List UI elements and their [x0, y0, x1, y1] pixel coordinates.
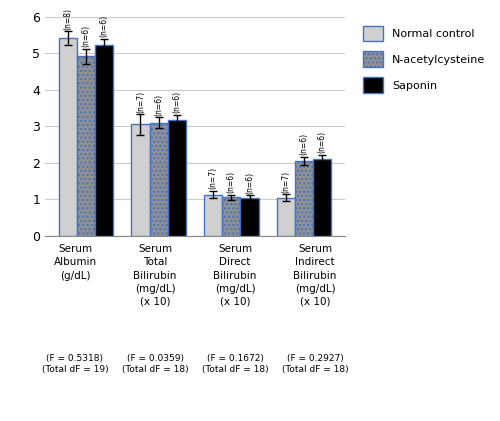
- Text: (F = 0.0359)
(Total dF = 18): (F = 0.0359) (Total dF = 18): [122, 354, 188, 374]
- Text: Serum
Indirect
Bilirubin
(mg/dL)
(x 10): Serum Indirect Bilirubin (mg/dL) (x 10): [294, 244, 337, 307]
- Text: (n=6): (n=6): [245, 172, 254, 194]
- Text: (n=6): (n=6): [154, 93, 163, 116]
- Text: (n=6): (n=6): [100, 15, 108, 37]
- Text: (n=7): (n=7): [282, 171, 290, 193]
- Text: (F = 0.2927)
(Total dF = 18): (F = 0.2927) (Total dF = 18): [282, 354, 348, 374]
- Bar: [132, 125, 150, 236]
- Bar: [58, 38, 77, 236]
- Bar: [150, 123, 168, 236]
- Text: (n=7): (n=7): [136, 91, 145, 113]
- Bar: [204, 195, 223, 236]
- Text: Serum
Albumin
(g/dL): Serum Albumin (g/dL): [54, 244, 96, 280]
- Text: (F = 0.5318)
(Total dF = 19): (F = 0.5318) (Total dF = 19): [42, 354, 108, 374]
- Text: Serum
Direct
Bilirubin
(mg/dL)
(x 10): Serum Direct Bilirubin (mg/dL) (x 10): [214, 244, 256, 307]
- Bar: [95, 45, 113, 236]
- Text: (F = 0.1672)
(Total dF = 18): (F = 0.1672) (Total dF = 18): [202, 354, 268, 374]
- Text: (n=6): (n=6): [227, 171, 236, 193]
- Text: (n=6): (n=6): [172, 91, 182, 113]
- Text: (n=6): (n=6): [300, 133, 308, 155]
- Legend: Normal control, N-acetylcysteine, Saponin: Normal control, N-acetylcysteine, Saponi…: [360, 22, 488, 96]
- Bar: [277, 198, 295, 236]
- Bar: [240, 198, 258, 236]
- Text: (n=6): (n=6): [318, 131, 327, 153]
- Bar: [295, 161, 313, 236]
- Bar: [77, 56, 95, 236]
- Text: (n=8): (n=8): [63, 8, 72, 30]
- Bar: [168, 120, 186, 236]
- Bar: [313, 159, 332, 236]
- Bar: [222, 197, 240, 236]
- Text: Serum
Total
Bilirubin
(mg/dL)
(x 10): Serum Total Bilirubin (mg/dL) (x 10): [134, 244, 176, 307]
- Text: (n=7): (n=7): [208, 167, 218, 189]
- Text: (n=6): (n=6): [82, 25, 90, 48]
